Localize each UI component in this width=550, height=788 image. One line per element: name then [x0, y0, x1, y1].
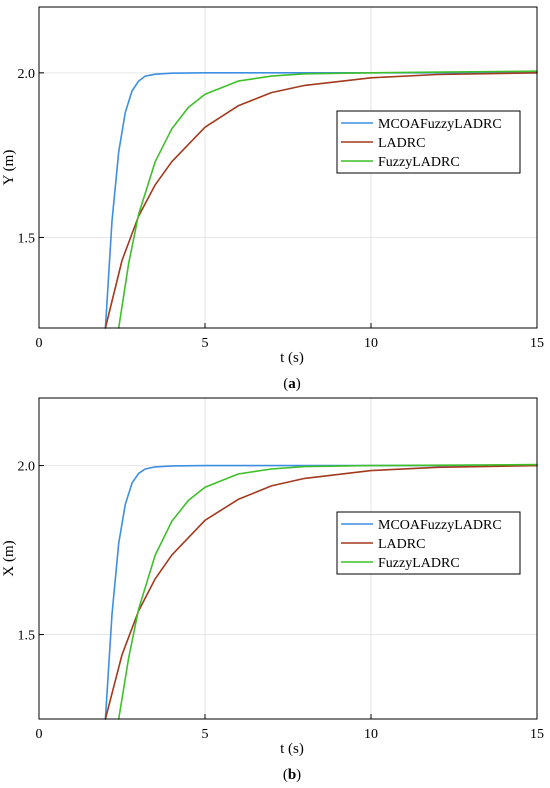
chart-panel-b: 0 5 10 15 1.5 2.0 t (s) X (m) MCOAFuzzyLADRC LADR…: [1, 397, 544, 783]
series-line-mcoafuzzyladrc: [104, 72, 538, 329]
legend-label: LADRC: [378, 537, 425, 552]
caption-letter: a: [288, 376, 296, 392]
series-line-ladrc: [104, 72, 538, 329]
legend-label: FuzzyLADRC: [378, 155, 460, 170]
panel-caption: (b): [283, 767, 301, 783]
x-tick-label: 0: [36, 336, 43, 351]
series-line-ladrc: [104, 464, 538, 720]
series-line-fuzzyladrc: [117, 70, 538, 329]
x-tick-label: 10: [364, 336, 378, 351]
y-tick-label: 2.0: [18, 67, 36, 82]
legend-label: MCOAFuzzyLADRC: [378, 117, 502, 132]
series-line-mcoafuzzyladrc: [104, 464, 538, 720]
caption-close: ): [296, 767, 301, 783]
y-tick-label: 2.0: [18, 460, 36, 475]
y-tick-label: 1.5: [18, 629, 36, 644]
x-tick-label: 0: [36, 727, 43, 742]
caption-open: (: [283, 767, 288, 783]
y-tick-label: 1.5: [18, 231, 36, 246]
x-tick-label: 15: [530, 336, 544, 351]
caption-close: ): [296, 376, 301, 392]
plot-frame: [38, 397, 538, 720]
legend: MCOAFuzzyLADRC LADRC FuzzyLADRC: [336, 110, 521, 174]
chart-panel-a: 0 5 10 15 1.5 2.0 t (s) Y (m) MCOAFuzzyLADRC LADR…: [1, 6, 544, 392]
plot-frame: [38, 6, 538, 329]
panel-caption: (a): [283, 376, 301, 392]
series-line-fuzzyladrc: [117, 463, 538, 720]
legend-label: MCOAFuzzyLADRC: [378, 518, 502, 533]
x-tick-label: 10: [364, 727, 378, 742]
legend: MCOAFuzzyLADRC LADRC FuzzyLADRC: [336, 511, 521, 575]
caption-open: (: [283, 376, 288, 392]
x-axis-title: t (s): [280, 350, 304, 366]
x-tick-label: 5: [202, 336, 209, 351]
caption-letter: b: [288, 767, 296, 783]
x-axis-title: t (s): [280, 741, 304, 757]
x-tick-label: 5: [202, 727, 209, 742]
legend-label: FuzzyLADRC: [378, 556, 460, 571]
y-axis-title: Y (m): [1, 150, 17, 186]
y-axis-title: X (m): [1, 540, 17, 576]
legend-label: LADRC: [378, 136, 425, 151]
x-tick-label: 15: [530, 727, 544, 742]
